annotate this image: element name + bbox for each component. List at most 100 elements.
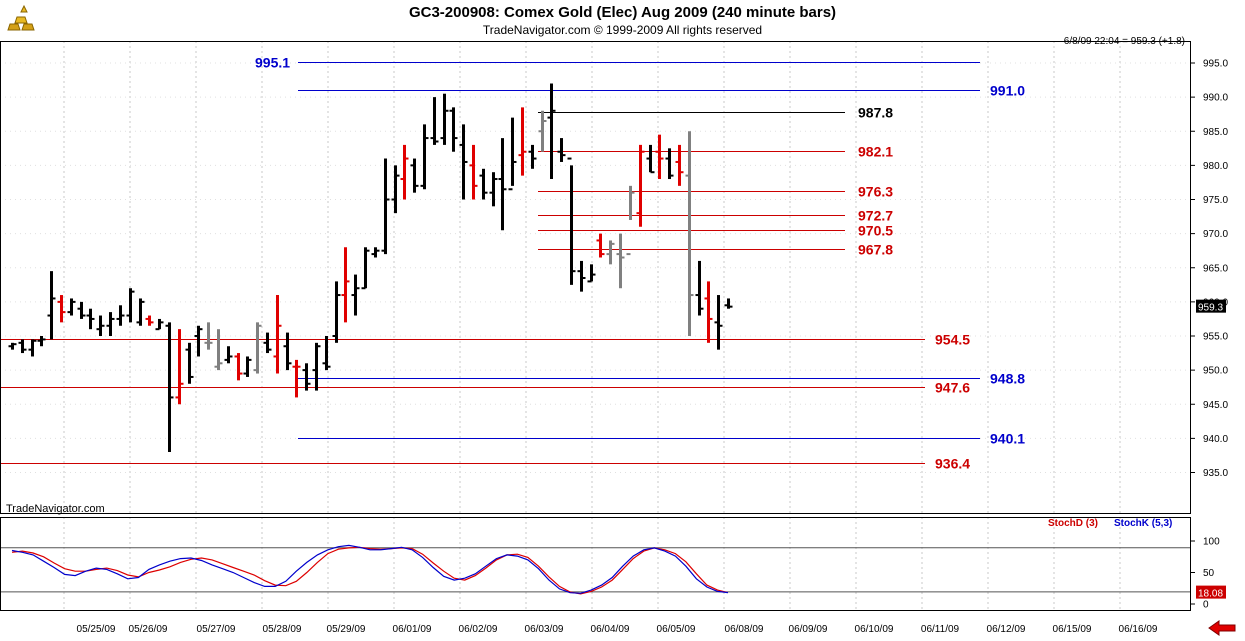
ohlc-bar	[302, 363, 311, 391]
chart-title: GC3-200908: Comex Gold (Elec) Aug 2009 (…	[408, 4, 837, 21]
ohlc-bar	[567, 157, 576, 285]
ohlc-bar	[430, 97, 439, 145]
price-tick-label: 985.0	[1203, 127, 1228, 138]
ohlc-bar	[606, 240, 615, 265]
price-tick-label: 940.0	[1203, 434, 1228, 445]
ohlc-bar	[675, 144, 684, 186]
ohlc-bar	[361, 247, 370, 290]
last-price-box	[1196, 299, 1226, 313]
ohlc-bar	[508, 117, 517, 191]
ohlc-bar	[371, 247, 380, 258]
date-tick-label: 05/27/09	[197, 624, 236, 635]
level-label: 954.5	[935, 332, 970, 348]
level-label: 967.8	[858, 242, 893, 258]
price-tick-label: 955.0	[1203, 332, 1228, 343]
date-tick-label: 06/12/09	[987, 624, 1026, 635]
ohlc-bar	[518, 107, 527, 176]
ohlc-bar	[214, 329, 223, 371]
price-tick-label: 945.0	[1203, 400, 1228, 411]
date-tick-label: 06/15/09	[1053, 624, 1092, 635]
ohlc-bar	[489, 172, 498, 207]
level-label: 991.0	[990, 83, 1025, 99]
ohlc-bar	[8, 342, 17, 350]
osc-panel-frame	[0, 517, 1191, 611]
ohlc-bar	[616, 233, 625, 289]
date-tick-label: 06/03/09	[525, 624, 564, 635]
ohlc-bar	[77, 301, 86, 319]
price-tick-label: 980.0	[1203, 161, 1228, 172]
watermark: TradeNavigator.com	[6, 503, 105, 515]
level-label: 948.8	[990, 371, 1025, 387]
price-tick-label: 950.0	[1203, 366, 1228, 377]
price-tick-label: 995.0	[1203, 59, 1228, 70]
stochk-legend: StochK (5,3)	[1114, 518, 1173, 529]
ohlc-bar	[655, 134, 664, 180]
ohlc-bar	[341, 247, 350, 323]
last-quote: 6/8/09 22:04 = 959.3 (+1.8)	[1063, 36, 1185, 47]
level-label: 982.1	[858, 144, 893, 160]
level-label: 970.5	[858, 223, 893, 239]
ohlc-bar	[538, 110, 547, 152]
ohlc-bar	[18, 339, 27, 354]
ohlc-bar	[47, 271, 56, 340]
ohlc-bar	[469, 144, 478, 200]
level-label: 940.1	[990, 431, 1025, 447]
ohlc-bar	[646, 144, 655, 174]
date-tick-label: 06/10/09	[855, 624, 894, 635]
ohlc-bar	[37, 336, 46, 347]
ohlc-bar	[440, 93, 449, 145]
last-price-label: 959.3	[1198, 303, 1223, 314]
ohlc-bar	[714, 295, 723, 350]
ohlc-bar	[459, 124, 468, 200]
price-tick-label: 935.0	[1203, 468, 1228, 479]
ohlc-bar	[557, 138, 566, 162]
ohlc-bar	[704, 281, 713, 343]
ohlc-bar	[547, 83, 556, 180]
gold-bars-logo-icon[interactable]	[4, 4, 44, 34]
ohlc-bar	[636, 144, 645, 227]
ohlc-bar	[587, 264, 596, 283]
ohlc-bar	[165, 322, 174, 453]
stochd-line	[11, 546, 729, 595]
ohlc-bar	[449, 107, 458, 152]
ohlc-bar	[695, 260, 704, 316]
date-tick-label: 06/05/09	[657, 624, 696, 635]
ohlc-bar	[626, 185, 635, 256]
date-tick-label: 06/01/09	[393, 624, 432, 635]
level-label: 995.1	[255, 55, 290, 71]
date-tick-label: 06/08/09	[725, 624, 764, 635]
level-label: 987.8	[858, 105, 893, 121]
ohlc-bar	[106, 312, 115, 336]
scroll-left-arrow-icon[interactable]	[1207, 620, 1237, 636]
ohlc-bar	[391, 165, 400, 214]
stochk-line	[11, 544, 729, 594]
ohlc-bar	[332, 281, 341, 343]
date-tick-label: 05/26/09	[129, 624, 168, 635]
ohlc-bar	[155, 318, 164, 331]
ohlc-bar	[273, 295, 282, 374]
ohlc-bar	[194, 325, 203, 357]
ohlc-bar	[175, 329, 184, 405]
ohlc-bar	[479, 168, 488, 200]
ohlc-bar	[67, 298, 76, 316]
level-label: 947.6	[935, 380, 970, 396]
date-tick-label: 06/09/09	[789, 624, 828, 635]
osc-tick-label: 50	[1203, 568, 1215, 579]
ohlc-bar	[410, 158, 419, 193]
ohlc-bar	[126, 288, 135, 323]
date-tick-label: 05/29/09	[327, 624, 366, 635]
ohlc-bar	[312, 342, 321, 391]
ohlc-bar	[322, 336, 331, 371]
ohlc-bar	[96, 315, 105, 336]
osc-last-label: 18.08	[1198, 589, 1223, 600]
ohlc-bar	[224, 346, 233, 364]
date-tick-label: 06/04/09	[591, 624, 630, 635]
date-tick-label: 05/28/09	[263, 624, 302, 635]
ohlc-bar	[116, 305, 125, 326]
ohlc-bar	[400, 144, 409, 200]
level-label: 972.7	[858, 208, 893, 224]
osc-tick-label: 0	[1203, 600, 1209, 611]
price-tick-label: 990.0	[1203, 93, 1228, 104]
ohlc-bar	[577, 260, 586, 292]
date-tick-label: 06/11/09	[921, 624, 960, 635]
